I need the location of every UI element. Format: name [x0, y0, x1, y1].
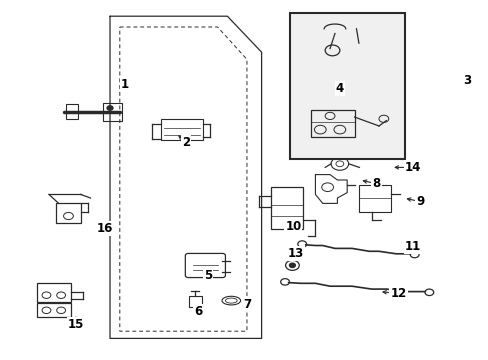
Text: 15: 15: [67, 318, 84, 330]
Text: 13: 13: [287, 247, 304, 260]
Text: 9: 9: [416, 195, 424, 208]
Text: 12: 12: [389, 287, 406, 300]
Bar: [289, 13, 404, 159]
Bar: [102, 103, 122, 121]
Text: 11: 11: [404, 240, 421, 253]
Text: 6: 6: [194, 305, 202, 318]
Bar: [161, 119, 203, 140]
Circle shape: [107, 106, 113, 110]
Circle shape: [289, 263, 295, 267]
Text: 14: 14: [404, 161, 421, 174]
Bar: [56, 203, 81, 223]
Text: 10: 10: [285, 220, 301, 233]
Bar: [188, 296, 202, 307]
Bar: [37, 303, 71, 317]
Text: 2: 2: [182, 136, 189, 149]
Bar: [359, 185, 390, 212]
Text: 16: 16: [97, 222, 113, 235]
Text: 8: 8: [372, 177, 380, 190]
Bar: [310, 110, 354, 137]
Bar: [66, 104, 78, 119]
Text: 7: 7: [243, 298, 250, 311]
Bar: [271, 187, 303, 229]
Text: 3: 3: [462, 75, 470, 87]
Bar: [37, 283, 71, 302]
Text: 5: 5: [203, 269, 211, 282]
Text: 1: 1: [121, 78, 128, 91]
Text: 4: 4: [335, 82, 343, 95]
